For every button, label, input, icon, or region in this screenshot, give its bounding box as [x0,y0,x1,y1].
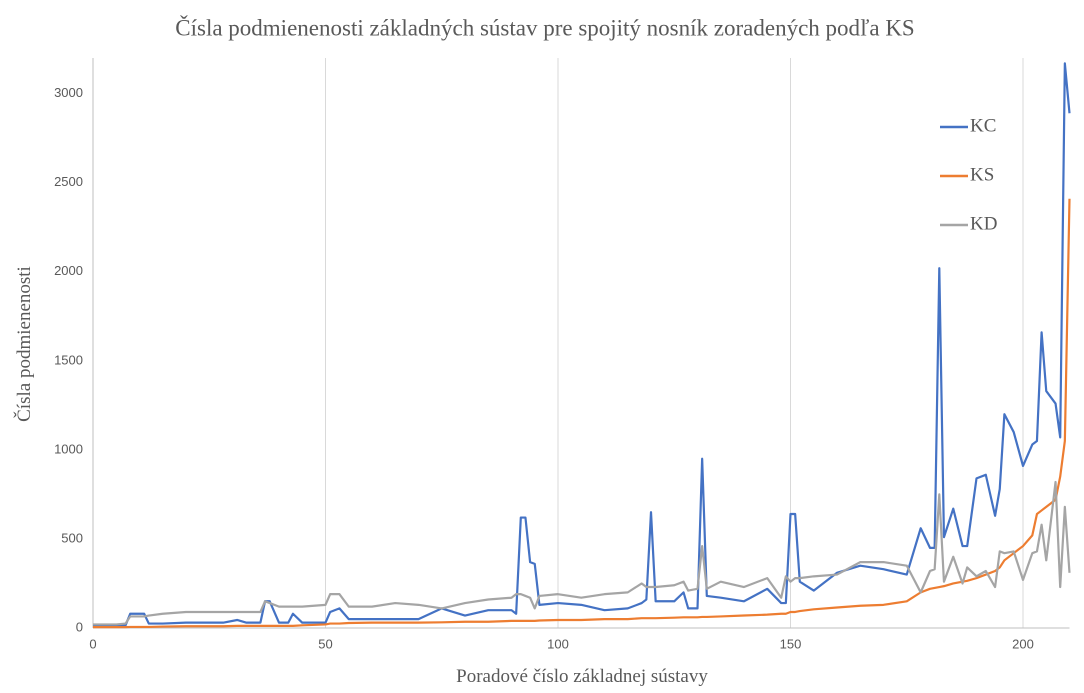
y-tick-label: 3000 [54,85,83,100]
y-tick-label: 500 [61,530,83,545]
x-axis-label: Poradové číslo základnej sústavy [456,666,708,687]
series-line [93,198,1071,629]
y-axis-label: Čísla podmienenosti [13,266,35,422]
y-tick-label: 0 [76,619,83,634]
y-tick-label: 2000 [54,263,83,278]
series-line [93,62,1071,627]
x-tick-label: 100 [547,636,569,651]
x-tick-label: 0 [89,636,96,651]
series-line [93,480,1071,626]
y-tick-label: 1000 [54,441,83,456]
x-tick-label: 50 [318,636,332,651]
chart-title: Čísla podmienenosti základných sústav pr… [175,14,914,40]
legend-label: KD [970,213,997,234]
x-tick-label: 150 [780,636,802,651]
y-tick-label: 1500 [54,352,83,367]
legend-label: KC [970,115,996,136]
x-tick-label: 200 [1012,636,1034,651]
legend-label: KS [970,164,994,185]
y-tick-label: 2500 [54,174,83,189]
